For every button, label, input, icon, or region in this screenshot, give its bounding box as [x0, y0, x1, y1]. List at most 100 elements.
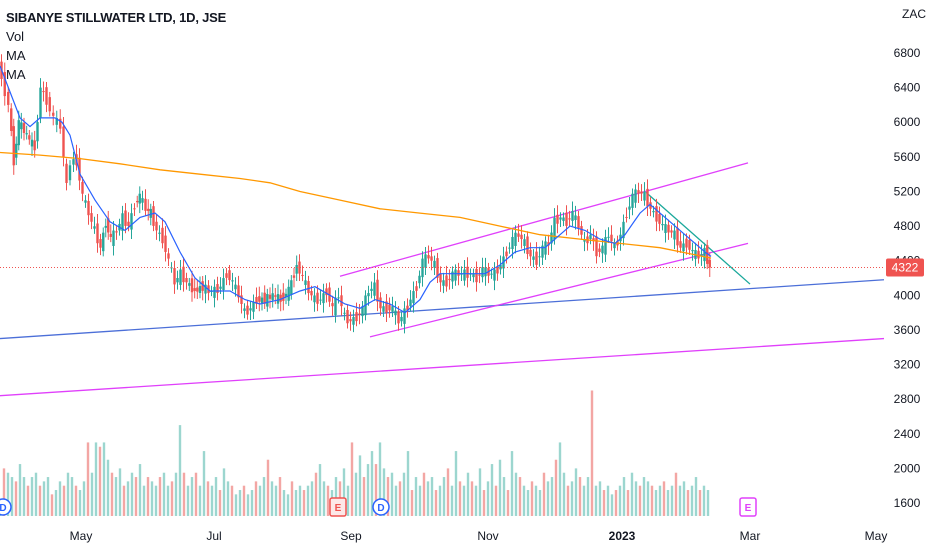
candle-body[interactable] [179, 269, 182, 285]
candle-body[interactable] [164, 235, 167, 252]
candle-body[interactable] [313, 295, 316, 303]
candle-body[interactable] [155, 221, 158, 231]
candle-body[interactable] [185, 278, 188, 283]
candle-body[interactable] [274, 295, 277, 297]
candle-body[interactable] [439, 273, 442, 283]
candle-body[interactable] [258, 296, 261, 302]
candle-body[interactable] [556, 214, 559, 224]
candle-body[interactable] [225, 273, 228, 278]
candle-body[interactable] [583, 239, 586, 242]
candle-body[interactable] [213, 286, 216, 298]
candle-body[interactable] [424, 254, 427, 268]
candle-body[interactable] [607, 236, 610, 238]
earnings-upcoming-marker[interactable]: E [739, 497, 757, 517]
candle-body[interactable] [478, 274, 481, 276]
candle-body[interactable] [349, 319, 352, 322]
candle-body[interactable] [121, 213, 124, 231]
candle-body[interactable] [266, 294, 269, 307]
candle-body[interactable] [255, 297, 258, 304]
trendline-magenta[interactable] [0, 337, 885, 397]
candle-body[interactable] [104, 225, 107, 228]
trendlines-layer[interactable] [0, 162, 885, 397]
candle-body[interactable] [367, 293, 370, 297]
candle-body[interactable] [634, 189, 637, 203]
candle-body[interactable] [161, 227, 164, 244]
candle-body[interactable] [409, 299, 412, 307]
candle-body[interactable] [337, 297, 340, 299]
candle-body[interactable] [355, 312, 358, 322]
candle-body[interactable] [334, 297, 337, 316]
candle-body[interactable] [22, 123, 26, 133]
candle-body[interactable] [595, 236, 598, 257]
candle-body[interactable] [219, 286, 222, 289]
candle-body[interactable] [625, 216, 628, 218]
candle-body[interactable] [655, 206, 658, 222]
candle-body[interactable] [553, 217, 556, 240]
candle-body[interactable] [12, 126, 15, 166]
candle-body[interactable] [112, 230, 115, 246]
candle-body[interactable] [442, 280, 445, 286]
candle-body[interactable] [331, 303, 334, 307]
candle-body[interactable] [249, 308, 252, 311]
candle-body[interactable] [304, 280, 307, 285]
trendline-magenta[interactable] [369, 242, 749, 338]
candle-body[interactable] [708, 259, 711, 268]
candle-body[interactable] [72, 159, 75, 165]
candle-body[interactable] [263, 292, 266, 304]
candle-body[interactable] [81, 181, 84, 194]
legend-vol[interactable]: Vol [6, 29, 25, 44]
candle-body[interactable] [445, 275, 448, 287]
candle-body[interactable] [613, 243, 616, 249]
candle-body[interactable] [601, 245, 604, 254]
candle-body[interactable] [87, 200, 90, 216]
candle-body[interactable] [45, 87, 48, 105]
candle-body[interactable] [568, 218, 571, 220]
candle-body[interactable] [298, 261, 301, 274]
candle-body[interactable] [559, 217, 562, 220]
candle-body[interactable] [361, 306, 364, 317]
price-axis[interactable]: 1600200024002800320036004000440048005200… [894, 46, 921, 510]
candle-body[interactable] [149, 208, 152, 218]
candle-body[interactable] [352, 317, 355, 325]
candle-body[interactable] [295, 265, 298, 274]
candle-body[interactable] [133, 208, 136, 210]
candle-body[interactable] [307, 281, 310, 294]
candle-body[interactable] [700, 254, 703, 257]
candle-body[interactable] [592, 238, 595, 242]
candle-body[interactable] [661, 224, 664, 226]
candle-body[interactable] [427, 255, 430, 259]
candle-body[interactable] [109, 233, 112, 237]
candle-body[interactable] [152, 206, 155, 226]
candle-body[interactable] [147, 208, 150, 211]
candle-body[interactable] [28, 135, 31, 140]
candle-body[interactable] [481, 267, 484, 278]
candle-body[interactable] [287, 286, 290, 301]
candle-body[interactable] [115, 231, 118, 233]
candle-body[interactable] [496, 266, 499, 274]
candle-body[interactable] [228, 270, 231, 281]
candle-body[interactable] [451, 271, 454, 282]
candle-body[interactable] [541, 245, 544, 258]
candle-body[interactable] [246, 305, 249, 315]
candle-body[interactable] [42, 91, 45, 93]
candle-body[interactable] [237, 285, 240, 298]
candle-body[interactable] [667, 224, 670, 233]
candle-body[interactable] [292, 275, 296, 278]
dividend-marker[interactable]: D [0, 498, 12, 516]
candle-body[interactable] [130, 213, 133, 230]
candle-body[interactable] [90, 213, 93, 222]
candle-body[interactable] [676, 227, 679, 246]
candle-body[interactable] [673, 230, 676, 240]
candle-body[interactable] [234, 284, 237, 290]
trendline-magenta[interactable] [339, 162, 749, 277]
candle-body[interactable] [679, 241, 682, 248]
candle-body[interactable] [493, 269, 496, 281]
candle-body[interactable] [682, 243, 685, 252]
symbol-title[interactable]: SIBANYE STILLWATER LTD, 1D, JSE [6, 10, 227, 25]
earnings-marker[interactable]: E [329, 497, 347, 517]
candle-body[interactable] [391, 306, 394, 312]
candle-body[interactable] [376, 279, 379, 302]
candle-body[interactable] [196, 287, 199, 292]
candle-body[interactable] [385, 301, 388, 313]
